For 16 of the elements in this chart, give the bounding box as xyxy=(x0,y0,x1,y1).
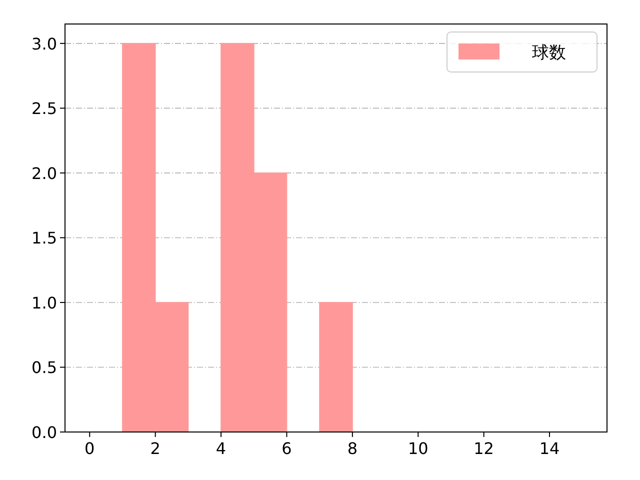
y-tick-label: 1.5 xyxy=(32,228,57,248)
x-tick-label: 12 xyxy=(474,439,494,458)
x-tick-label: 2 xyxy=(150,439,160,458)
y-tick-label: 1.0 xyxy=(32,293,57,312)
legend-label: 球数 xyxy=(532,43,566,63)
x-tick-label: 10 xyxy=(408,439,428,458)
y-tick-label: 2.5 xyxy=(32,99,57,118)
x-tick-label: 0 xyxy=(84,439,95,458)
x-tick-label: 14 xyxy=(539,439,560,458)
x-tick-label: 8 xyxy=(347,439,358,458)
y-tick-label: 0.5 xyxy=(32,358,57,378)
y-tick-label: 2.0 xyxy=(32,164,57,183)
x-tick-label: 4 xyxy=(216,439,226,458)
x-tick-label: 6 xyxy=(282,439,292,458)
y-tick-label: 0.0 xyxy=(32,423,57,442)
y-tick-label: 3.0 xyxy=(32,34,57,54)
